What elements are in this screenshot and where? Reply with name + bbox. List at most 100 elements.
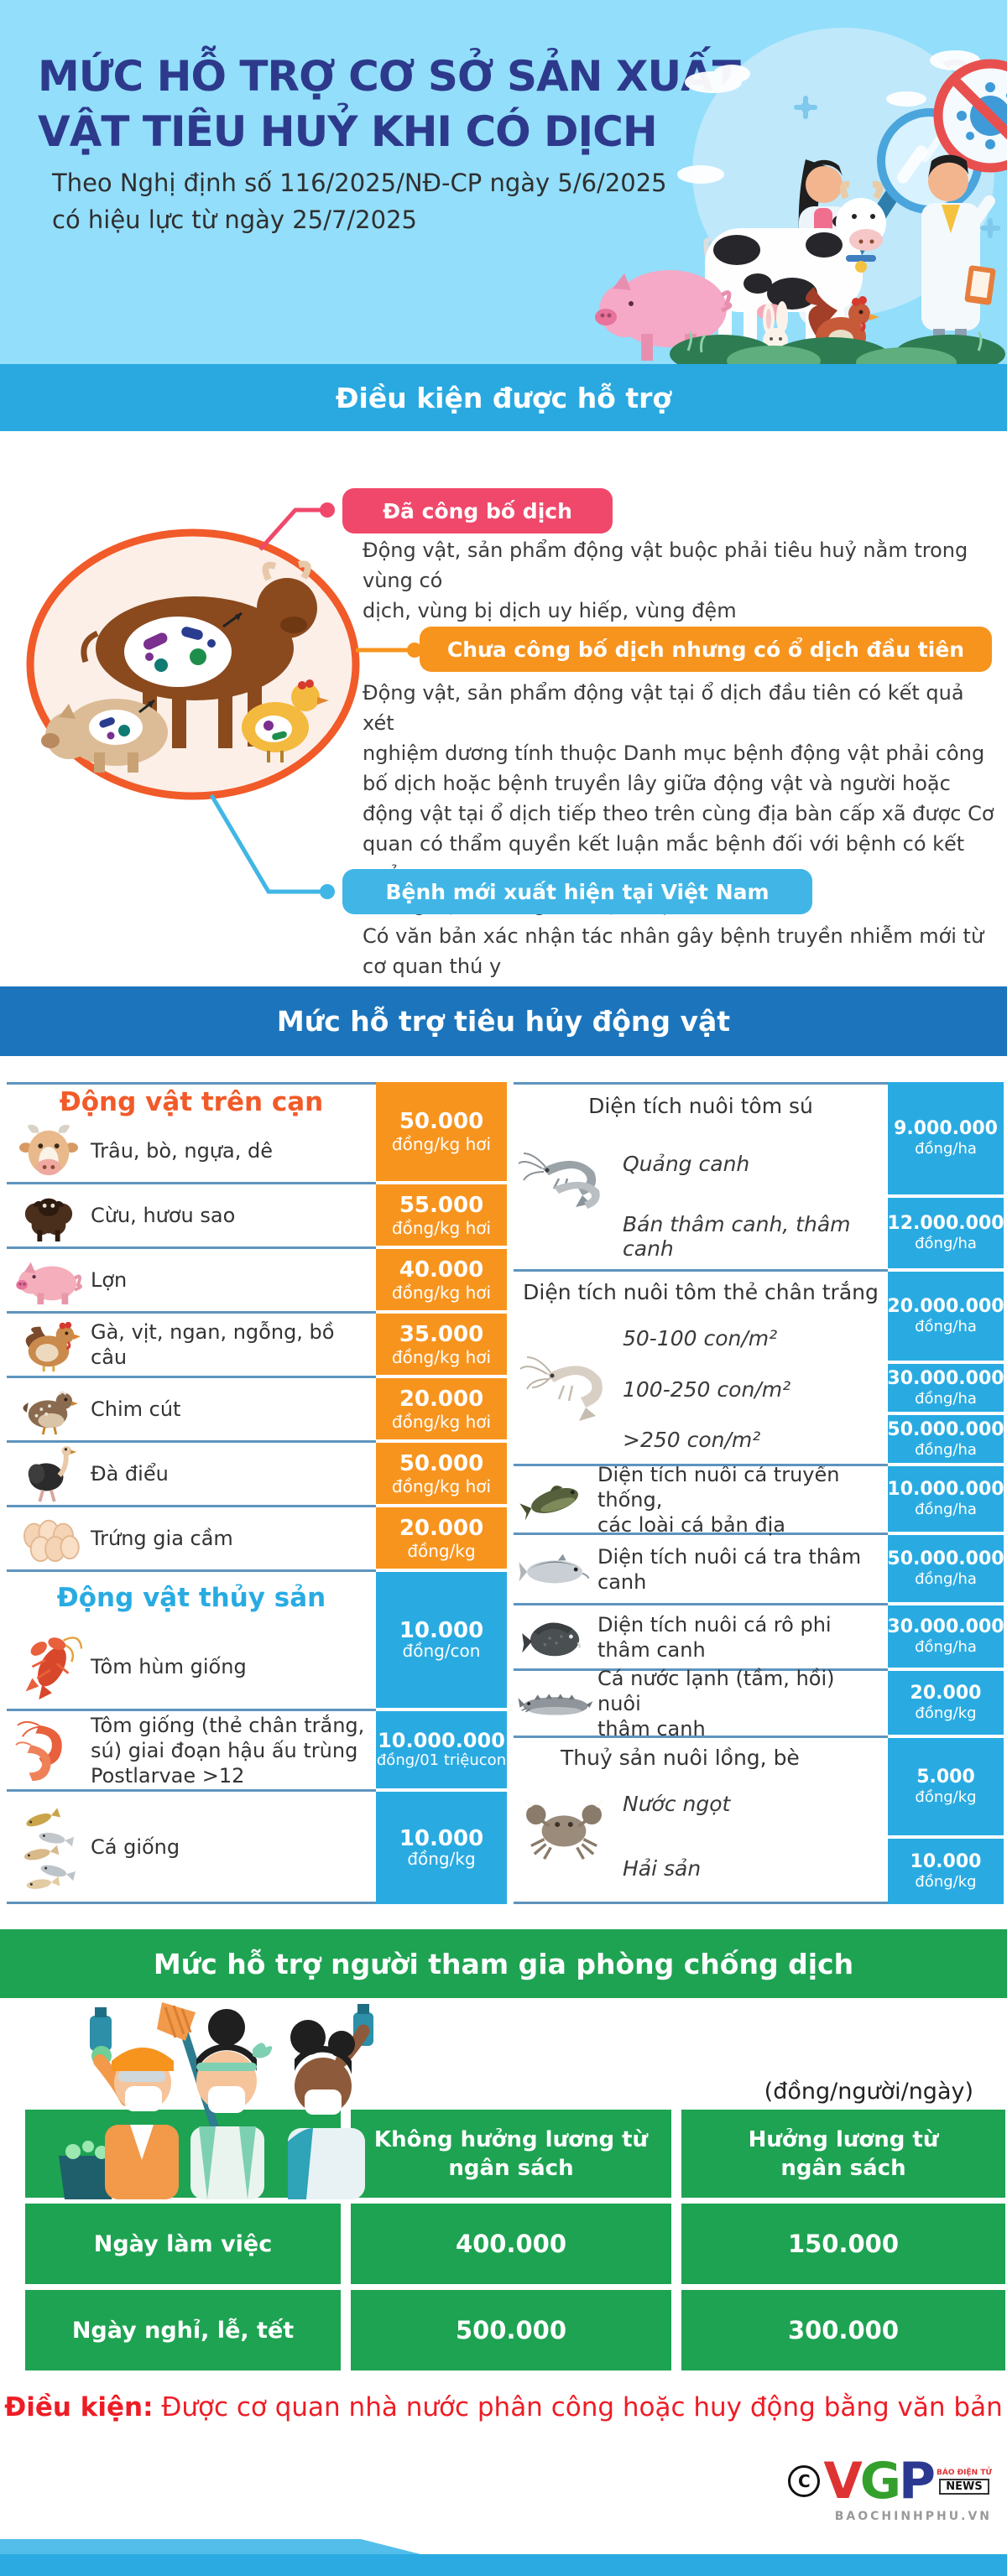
ostrich-icon <box>7 1444 91 1503</box>
price-cell: 10.000 đồng/kg <box>888 1839 1004 1904</box>
table-row: Quảng canh <box>514 1127 888 1200</box>
vgp-logo: C V G P BÁO ĐIỆN TỬ NEWS BAOCHINHPHU.VN <box>788 2452 992 2523</box>
badge-first-outbreak: Chưa công bố dịch nhưng có ổ dịch đầu ti… <box>420 627 992 672</box>
table-row: Tôm giống (thẻ chân trắng, sú) giai đoạn… <box>7 1711 376 1792</box>
condition-note-text: Được cơ quan nhà nước phân công hoặc huy… <box>153 2392 1003 2422</box>
section-band-destroy: Mức hỗ trợ tiêu hủy động vật <box>0 986 1007 1056</box>
row-label: Lợn <box>91 1268 128 1292</box>
price-cell: 35.000 đồng/kg hơi <box>376 1314 507 1375</box>
logo-letter-g: G <box>859 2452 901 2511</box>
footer-bar <box>0 2554 1007 2576</box>
table-row: Gà, vịt, ngan, ngỗng, bồ câu <box>7 1314 376 1378</box>
destroy-table-right: Diện tích nuôi tôm sú Quảng canh <box>514 1082 1004 1904</box>
row-label: Tôm hùm giống <box>91 1654 247 1678</box>
price-cell: 10.000 đồng/con <box>376 1572 507 1708</box>
destroy-right-prices: 9.000.000 đồng/ha 12.000.000 đồng/ha 20.… <box>887 1082 1004 1904</box>
row-label: Trứng gia cầm <box>91 1527 233 1550</box>
price-cell: 10.000 đồng/kg <box>376 1792 507 1904</box>
row-label: Hải sản <box>623 1855 702 1881</box>
destroy-left-prices: 50.000 đồng/kg hơi 55.000 đồng/kg hơi 40… <box>376 1082 507 1904</box>
table-row: 50-100 con/m² <box>514 1312 888 1364</box>
price-cell: 9.000.000 đồng/ha <box>888 1082 1004 1194</box>
header-illustration <box>595 28 1007 364</box>
price-cell: 20.000 đồng/kg <box>888 1671 1004 1735</box>
page-subtitle: Theo Nghị định số 116/2025/NĐ-CP ngày 5/… <box>52 164 807 238</box>
badge-new-disease: Bệnh mới xuất hiện tại Việt Nam <box>342 869 812 914</box>
cow-patch <box>124 617 232 687</box>
price-cell: 50.000.000 đồng/ha <box>887 1415 1004 1463</box>
row-label: Gà, vịt, ngan, ngỗng, bồ câu <box>91 1320 335 1369</box>
table-row: Chim cút <box>7 1378 376 1443</box>
pig-silhouette <box>41 699 168 773</box>
section-band-people: Mức hỗ trợ người tham gia phòng chống dị… <box>0 1929 1007 1998</box>
table-row: Cá nước lạnh (tầm, hồi) nuôi thâm canh <box>514 1667 888 1741</box>
row-label: 100-250 con/m² <box>623 1377 791 1402</box>
pig-icon <box>7 1254 91 1306</box>
badge-label: Đã công bố dịch <box>383 498 572 523</box>
connector-dot-blue <box>320 884 335 899</box>
hen-silhouette <box>242 679 329 762</box>
row-label-holiday: Ngày nghỉ, lễ, tết <box>25 2290 341 2370</box>
row-label: 50-100 con/m² <box>623 1325 778 1350</box>
row-label: Trâu, bò, ngựa, dê <box>91 1139 273 1163</box>
row-label: >250 con/m² <box>623 1427 761 1452</box>
crab-icon <box>520 1792 608 1867</box>
logo-letter-p: P <box>899 2452 936 2511</box>
table-row: Tôm hùm giống <box>7 1624 376 1711</box>
page-title-line2: VẬT TIÊU HUỶ KHI CÓ DỊCH <box>38 107 658 156</box>
logo-news-badge: NEWS <box>939 2478 989 2495</box>
badge-label: Chưa công bố dịch nhưng có ổ dịch đầu ti… <box>446 637 965 662</box>
row-label: Chim cút <box>91 1397 181 1421</box>
row-label-workday: Ngày làm việc <box>25 2204 341 2284</box>
table-row: Đà điểu <box>7 1443 376 1507</box>
section-band-conditions-title: Điều kiện được hỗ trợ <box>335 381 672 414</box>
value-workday-no-salary: 400.000 <box>351 2204 671 2284</box>
logo-domain: BAOCHINHPHU.VN <box>834 2510 992 2523</box>
destroy-table-left: Động vật trên cạn Trâu, bò, ngựa, dê <box>7 1082 507 1904</box>
page-subtitle-line1: Theo Nghị định số 116/2025/NĐ-CP ngày 5/… <box>52 169 667 197</box>
table-row: Hải sản <box>514 1837 888 1899</box>
table-row: Trâu, bò, ngựa, dê <box>7 1120 376 1184</box>
quail-icon <box>7 1383 91 1435</box>
footer-accent-shape <box>0 2539 424 2555</box>
row-label: Nước ngọt <box>623 1791 731 1816</box>
table-row: Bán thâm canh, thâm canh <box>514 1200 888 1269</box>
price-cell: 5.000 đồng/kg <box>888 1738 1004 1835</box>
value-holiday-no-salary: 500.000 <box>351 2290 671 2370</box>
table-row: 100-250 con/m² <box>514 1364 888 1415</box>
table-row: Lợn <box>7 1249 376 1314</box>
row-label: Diện tích nuôi cá tra thâm canh <box>597 1544 862 1594</box>
price-cell: 20.000 đồng/kg <box>376 1507 507 1569</box>
col-header-no-salary: Không hưởng lương từ ngân sách <box>351 2110 671 2198</box>
logo-letter-v: V <box>823 2452 862 2511</box>
price-cell: 30.000.000 đồng/ha <box>887 1605 1004 1668</box>
condition-text-3: Có văn bản xác nhận tác nhân gây bệnh tr… <box>363 924 984 978</box>
price-cell: 50.000.000 đồng/ha <box>887 1535 1004 1602</box>
row-label: Bán thâm canh, thâm canh <box>623 1211 851 1261</box>
header: MỨC HỖ TRỢ CƠ SỞ SẢN XUẤT CÓ ĐỘNG VẬT TI… <box>0 0 1007 364</box>
price-cell: 40.000 đồng/kg hơi <box>376 1249 507 1310</box>
price-cell: 10.000.000 đồng/ha <box>887 1466 1004 1532</box>
tiger-shrimp-icon <box>517 1135 618 1222</box>
land-animals-title: Động vật trên cạn <box>7 1082 376 1120</box>
price-cell: 50.000 đồng/kg hơi <box>376 1443 507 1504</box>
copyright-icon: C <box>788 2465 821 2497</box>
group-title: Diện tích nuôi tôm thẻ chân trắng <box>523 1279 879 1304</box>
page-subtitle-line2: có hiệu lực từ ngày 25/7/2025 <box>52 206 417 234</box>
table-row: >250 con/m² <box>514 1415 888 1464</box>
worker-right <box>288 2004 373 2199</box>
table-row: Cá giống <box>7 1792 376 1904</box>
row-label: Quảng canh <box>623 1151 750 1176</box>
row-label: Cá nước lạnh (tầm, hồi) nuôi thâm canh <box>597 1666 835 1741</box>
pangasius-icon <box>514 1544 597 1595</box>
price-cell: 20.000 đồng/kg hơi <box>376 1378 507 1439</box>
table-row: Diện tích nuôi cá truyền thống, các loài… <box>514 1463 888 1537</box>
group-title: Thuỷ sản nuôi lồng, bè <box>561 1745 800 1770</box>
table-row: Nước ngọt <box>514 1770 888 1837</box>
poultry-icon <box>7 1317 91 1372</box>
connector-dot-pink <box>320 502 335 518</box>
price-cell: 30.000.000 đồng/ha <box>887 1364 1004 1412</box>
table-row: Trứng gia cầm <box>7 1507 376 1572</box>
price-cell: 55.000 đồng/kg hơi <box>376 1184 507 1246</box>
pathogens-in-cow <box>143 611 243 672</box>
